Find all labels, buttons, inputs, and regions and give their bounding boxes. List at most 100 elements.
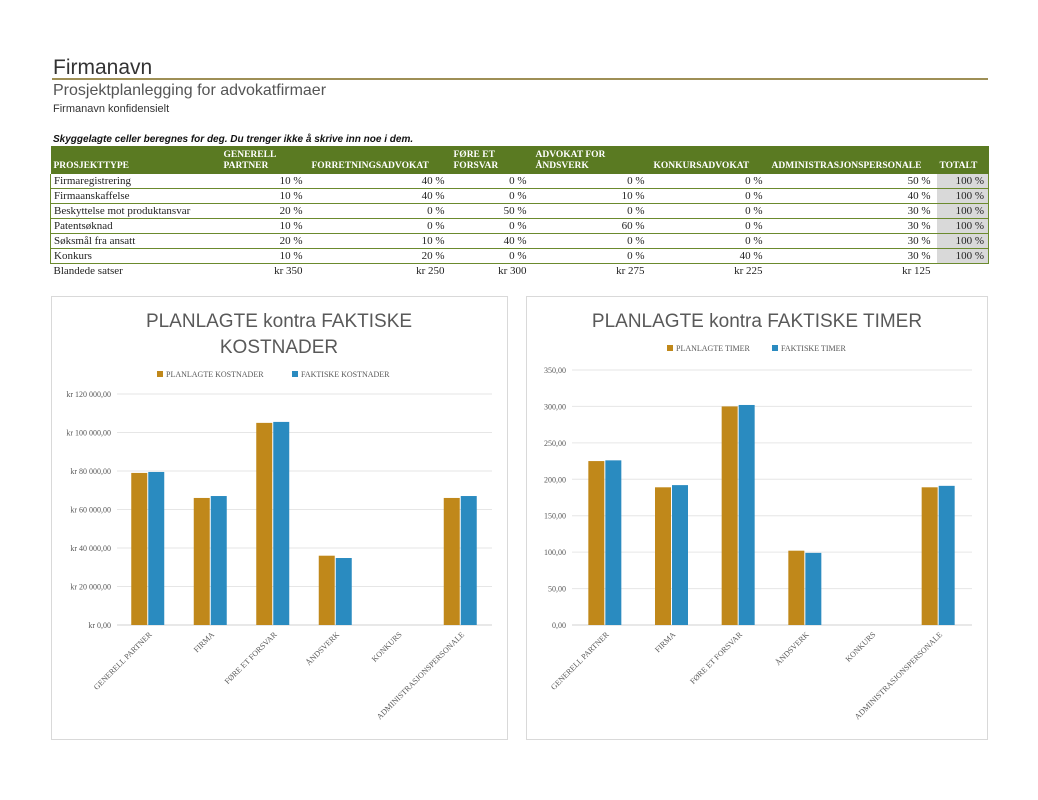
rate-cell[interactable]: 0 % xyxy=(532,203,651,219)
total-cell: 100 % xyxy=(936,174,989,189)
header-business-lawyer[interactable]: FORRETNINGSADVOKAT xyxy=(308,146,451,174)
category-label: FØRE ET FORSVAR xyxy=(688,630,744,686)
rate-cell[interactable]: 0 % xyxy=(450,174,533,189)
rate-cell[interactable]: 60 % xyxy=(532,218,651,234)
bar-actual[interactable] xyxy=(210,496,227,625)
rate-cell[interactable]: 40 % xyxy=(308,174,451,189)
project-type-cell[interactable]: Patentsøknad xyxy=(50,218,221,234)
rate-cell[interactable]: 30 % xyxy=(768,233,937,249)
planned-vs-actual-hours-chart[interactable]: PLANLAGTE kontra FAKTISKE TIMER PLANLAGTE… xyxy=(526,296,988,740)
rate-cell[interactable]: 0 % xyxy=(450,248,533,264)
bar-actual[interactable] xyxy=(805,552,822,625)
blended-total-empty xyxy=(937,264,989,279)
rate-cell[interactable]: 10 % xyxy=(220,218,309,234)
bar-planned[interactable] xyxy=(921,487,938,625)
header-admin-staff[interactable]: ADMINISTRASJONSPERSONALE xyxy=(768,146,937,174)
rate-cell[interactable]: 20 % xyxy=(220,233,309,249)
rate-cell[interactable]: 30 % xyxy=(768,248,937,264)
bar-planned[interactable] xyxy=(318,555,335,625)
y-tick-label: kr 80 000,00 xyxy=(70,467,111,476)
rate-cell[interactable]: 0 % xyxy=(308,203,451,219)
rate-cell[interactable]: 40 % xyxy=(650,248,769,264)
rate-cell[interactable]: 0 % xyxy=(650,218,769,234)
bar-planned[interactable] xyxy=(443,497,460,625)
bar-planned[interactable] xyxy=(788,550,805,625)
category-label: FIRMA xyxy=(192,630,216,654)
rate-cell[interactable]: 50 % xyxy=(768,174,937,189)
rate-cell[interactable]: 30 % xyxy=(768,218,937,234)
total-cell: 100 % xyxy=(936,203,989,219)
bar-actual[interactable] xyxy=(273,421,290,625)
bar-planned[interactable] xyxy=(588,461,605,625)
table-header-row: PROSJEKTTYPE GENERELL PARTNER FORRETNING… xyxy=(50,146,989,174)
rate-cell[interactable]: 0 % xyxy=(650,188,769,204)
rate-cell[interactable]: 0 % xyxy=(450,218,533,234)
header-ip-lawyer[interactable]: ADVOKAT FOR ÅNDSVERK xyxy=(532,146,651,174)
bar-actual[interactable] xyxy=(938,485,955,625)
rate-cell[interactable]: 40 % xyxy=(450,233,533,249)
rate-cell[interactable]: 0 % xyxy=(532,248,651,264)
project-type-cell[interactable]: Beskyttelse mot produktansvar xyxy=(50,203,221,219)
bar-actual[interactable] xyxy=(672,485,688,625)
header-project-type[interactable]: PROSJEKTTYPE xyxy=(50,146,221,174)
y-tick-label: kr 100 000,00 xyxy=(66,429,111,438)
rate-cell[interactable]: 0 % xyxy=(532,174,651,189)
y-tick-label: kr 0,00 xyxy=(88,621,111,630)
bar-planned[interactable] xyxy=(131,472,148,625)
project-type-cell[interactable]: Konkurs xyxy=(50,248,221,264)
bar-planned[interactable] xyxy=(256,422,273,625)
bar-planned[interactable] xyxy=(655,487,671,625)
rate-cell[interactable]: 0 % xyxy=(450,188,533,204)
blended-rate-cell: kr 275 xyxy=(616,265,645,277)
rate-cell[interactable]: 0 % xyxy=(532,233,651,249)
rate-cell[interactable]: 10 % xyxy=(308,233,451,249)
rate-cell[interactable]: 20 % xyxy=(308,248,451,264)
rate-cell[interactable]: 30 % xyxy=(768,203,937,219)
legend-swatch xyxy=(667,345,673,351)
bar-actual[interactable] xyxy=(738,404,755,625)
chart-title: KOSTNADER xyxy=(220,337,338,358)
page-subtitle: Prosjektplanlegging for advokatfirmaer xyxy=(53,82,327,99)
y-tick-label: 300,00 xyxy=(544,402,566,411)
rate-cell[interactable]: 40 % xyxy=(768,188,937,204)
header-defense[interactable]: FØRE ET FORSVAR xyxy=(450,146,533,174)
rate-cell[interactable]: 10 % xyxy=(220,174,309,189)
legend-swatch xyxy=(292,371,298,377)
header-total[interactable]: TOTALT xyxy=(936,146,989,174)
bar-actual[interactable] xyxy=(460,496,477,625)
rate-cell[interactable]: 40 % xyxy=(308,188,451,204)
y-tick-label: 0,00 xyxy=(552,621,566,630)
rate-cell[interactable]: 10 % xyxy=(220,188,309,204)
table-row: Søksmål fra ansatt 20 % 10 % 40 % 0 % 0 % 30 %… xyxy=(50,233,989,249)
project-type-cell[interactable]: Firmaregistrering xyxy=(50,174,221,189)
bar-actual[interactable] xyxy=(605,460,622,625)
title-divider xyxy=(52,78,988,80)
bar-actual[interactable] xyxy=(335,558,352,625)
rates-table: PROSJEKTTYPE GENERELL PARTNER FORRETNING… xyxy=(50,146,989,278)
y-tick-label: kr 60 000,00 xyxy=(70,506,111,515)
y-tick-label: 150,00 xyxy=(544,512,566,521)
header-bankruptcy-lawyer[interactable]: KONKURSADVOKAT xyxy=(650,146,769,174)
rate-cell[interactable]: 0 % xyxy=(650,174,769,189)
project-type-cell[interactable]: Søksmål fra ansatt xyxy=(50,233,221,249)
legend-swatch xyxy=(772,345,778,351)
rate-cell[interactable]: 10 % xyxy=(532,188,651,204)
rate-cell[interactable]: 50 % xyxy=(450,203,533,219)
table-row: Firmaregistrering 10 % 40 % 0 % 0 % 0 % 50 % 10… xyxy=(50,174,989,189)
project-type-cell[interactable]: Firmaanskaffelse xyxy=(50,188,221,204)
rate-cell[interactable]: 10 % xyxy=(220,248,309,264)
rate-cell[interactable]: 0 % xyxy=(308,218,451,234)
y-tick-label: 50,00 xyxy=(548,585,566,594)
bar-planned[interactable] xyxy=(721,406,738,625)
header-general-partner[interactable]: GENERELL PARTNER xyxy=(220,146,309,174)
rate-cell[interactable]: 20 % xyxy=(220,203,309,219)
rate-cell[interactable]: 0 % xyxy=(650,233,769,249)
blended-rate-cell: kr 300 xyxy=(498,265,527,277)
category-label: ÅNDSVERK xyxy=(774,630,811,667)
y-tick-label: 200,00 xyxy=(544,475,566,484)
bar-planned[interactable] xyxy=(193,497,210,625)
planned-vs-actual-costs-chart[interactable]: PLANLAGTE kontra FAKTISKE KOSTNADER PLANLA… xyxy=(51,296,508,740)
bar-actual[interactable] xyxy=(148,471,165,625)
rate-cell[interactable]: 0 % xyxy=(650,203,769,219)
company-name: Firmanavn xyxy=(53,56,153,79)
